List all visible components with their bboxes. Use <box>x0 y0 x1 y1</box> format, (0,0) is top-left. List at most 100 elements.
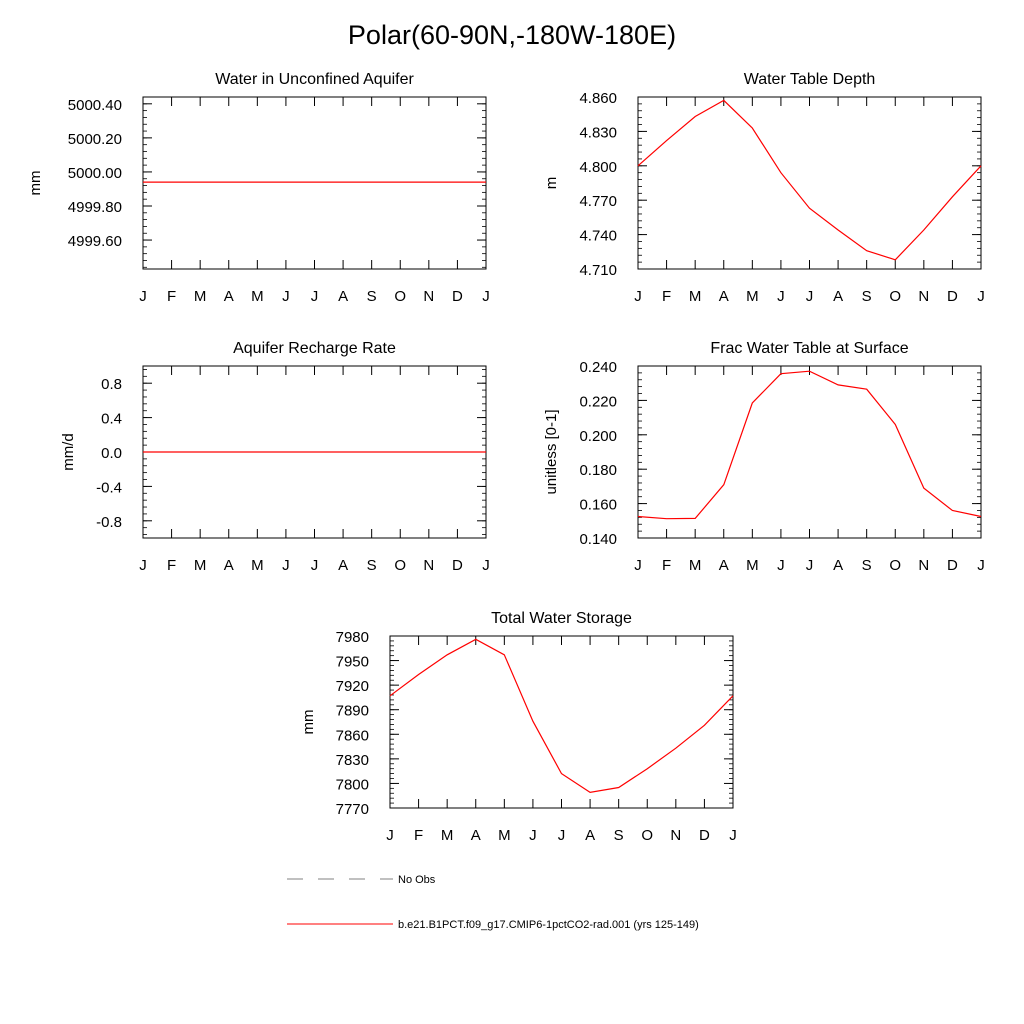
x-tick-label: A <box>338 288 348 305</box>
page-title: Polar(60-90N,-180W-180E) <box>347 20 677 50</box>
x-tick-label: O <box>889 288 901 305</box>
x-tick-label: A <box>719 557 729 574</box>
x-tick-label: D <box>947 288 958 305</box>
x-tick-label: F <box>662 557 671 574</box>
legend-obs-label: No Obs <box>398 874 436 886</box>
x-tick-label: D <box>452 288 463 305</box>
x-tick-label: A <box>833 288 843 305</box>
x-tick-label: A <box>224 288 234 305</box>
y-tick-label: 0.140 <box>579 531 617 548</box>
y-tick-label: 5000.20 <box>68 131 122 148</box>
y-tick-label: 5000.00 <box>68 165 122 182</box>
y-tick-label: 4999.80 <box>68 199 122 216</box>
plot-frame <box>637 365 982 539</box>
x-tick-label: S <box>614 827 624 844</box>
x-tick-label: N <box>918 557 929 574</box>
x-tick-label: F <box>167 557 176 574</box>
x-tick-label: J <box>282 557 290 574</box>
x-tick-label: M <box>251 288 264 305</box>
x-tick-label: M <box>251 557 264 574</box>
chart-title: Total Water Storage <box>491 610 632 627</box>
x-tick-label: J <box>977 288 985 305</box>
x-tick-label: D <box>699 827 710 844</box>
y-tick-label: 0.180 <box>579 462 617 479</box>
y-tick-label: -0.4 <box>96 479 122 496</box>
x-tick-label: O <box>394 288 406 305</box>
legend-model-label: b.e21.B1PCT.f09_g17.CMIP6-1pctCO2-rad.00… <box>398 919 699 931</box>
y-tick-label: 4.740 <box>579 228 617 245</box>
x-tick-label: O <box>394 557 406 574</box>
x-tick-label: N <box>918 288 929 305</box>
x-tick-label: M <box>194 557 207 574</box>
x-tick-label: J <box>806 288 814 305</box>
x-tick-label: J <box>806 557 814 574</box>
y-tick-label: 4.770 <box>579 193 617 210</box>
x-tick-label: J <box>777 288 785 305</box>
x-tick-label: A <box>471 827 481 844</box>
x-tick-label: O <box>889 557 901 574</box>
x-tick-label: J <box>729 827 737 844</box>
y-tick-label: -0.8 <box>96 514 122 531</box>
legend: No Obs b.e21.B1PCT.f09_g17.CMIP6-1pctCO2-… <box>287 874 699 931</box>
y-tick-label: 4.860 <box>579 90 617 107</box>
x-tick-label: J <box>977 557 985 574</box>
x-tick-label: J <box>311 557 319 574</box>
x-tick-label: N <box>423 557 434 574</box>
plot-frame <box>142 96 487 270</box>
y-tick-label: 7980 <box>336 629 369 646</box>
x-tick-label: M <box>746 288 759 305</box>
x-tick-label: J <box>777 557 785 574</box>
x-tick-label: J <box>482 288 490 305</box>
chart-title: Frac Water Table at Surface <box>710 340 908 357</box>
x-tick-label: J <box>529 827 537 844</box>
y-tick-label: 0.4 <box>101 411 122 428</box>
y-axis-label: mm <box>27 171 44 196</box>
y-axis-label: mm/d <box>60 433 77 471</box>
x-tick-label: O <box>641 827 653 844</box>
y-tick-label: 7890 <box>336 703 369 720</box>
x-tick-label: A <box>585 827 595 844</box>
y-tick-label: 4999.60 <box>68 233 122 250</box>
y-tick-label: 4.710 <box>579 262 617 279</box>
x-tick-label: N <box>670 827 681 844</box>
x-tick-label: S <box>367 557 377 574</box>
x-tick-label: S <box>862 557 872 574</box>
x-tick-label: S <box>367 288 377 305</box>
y-tick-label: 5000.40 <box>68 97 122 114</box>
x-tick-label: M <box>498 827 511 844</box>
y-tick-label: 0.240 <box>579 359 617 376</box>
series-line <box>637 99 982 261</box>
x-tick-label: M <box>441 827 454 844</box>
x-tick-label: F <box>662 288 671 305</box>
x-tick-label: M <box>194 288 207 305</box>
x-tick-label: S <box>862 288 872 305</box>
series-line <box>389 638 734 794</box>
y-tick-label: 7860 <box>336 727 369 744</box>
y-axis-label: m <box>543 177 560 190</box>
plot-frame <box>389 635 734 809</box>
x-tick-label: A <box>719 288 729 305</box>
chart-title: Aquifer Recharge Rate <box>233 340 396 357</box>
x-tick-label: M <box>689 557 702 574</box>
x-tick-label: J <box>311 288 319 305</box>
y-tick-label: 4.830 <box>579 124 617 141</box>
y-tick-label: 7800 <box>336 776 369 793</box>
x-tick-label: M <box>746 557 759 574</box>
y-tick-label: 7950 <box>336 654 369 671</box>
series-line <box>637 370 982 520</box>
y-tick-label: 0.0 <box>101 445 122 462</box>
x-tick-label: D <box>947 557 958 574</box>
x-tick-label: A <box>833 557 843 574</box>
x-tick-label: N <box>423 288 434 305</box>
y-tick-label: 7770 <box>336 801 369 818</box>
x-tick-label: J <box>386 827 394 844</box>
x-tick-label: A <box>338 557 348 574</box>
x-tick-label: F <box>167 288 176 305</box>
y-tick-label: 7920 <box>336 678 369 695</box>
x-tick-label: J <box>634 288 642 305</box>
x-tick-label: D <box>452 557 463 574</box>
